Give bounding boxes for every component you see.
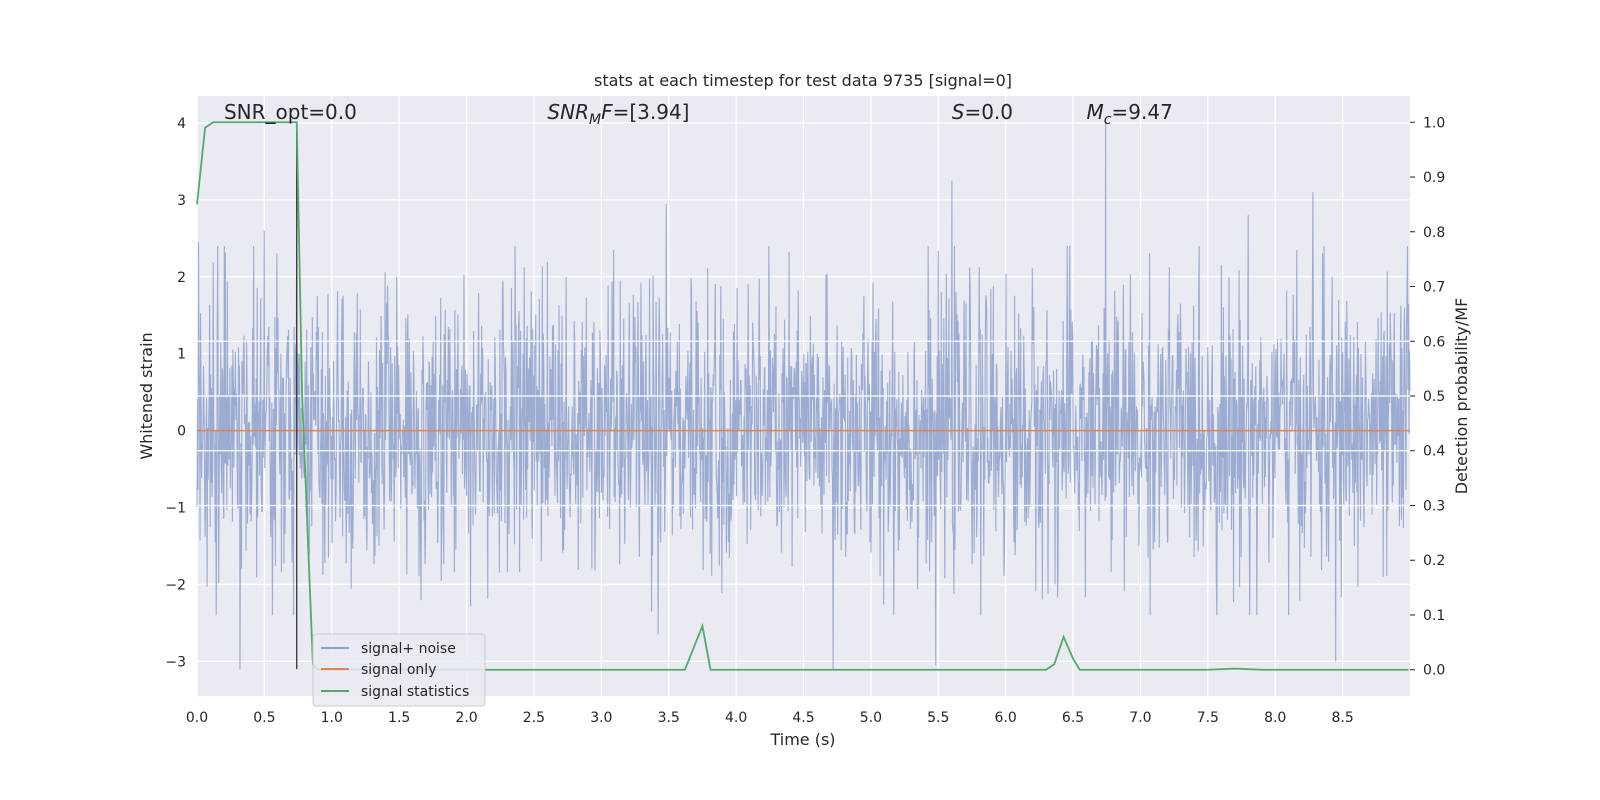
x-tick-label: 1.5 [388,710,410,726]
y-right-tick-label: 0.0 [1423,663,1445,679]
x-tick-label: 7.5 [1197,710,1219,726]
y-tick-label: −2 [165,577,186,593]
ticks: 0.0 0.5 1.0 1.5 2.0 2.5 3.0 3.5 4.0 4.5 5.0 5.5 6.0 6… [165,115,1445,726]
x-tick-label: 8.0 [1264,710,1286,726]
y-right-tick-label: 0.9 [1423,170,1445,186]
y-right-tick-label: 0.8 [1423,225,1445,241]
legend-label-signal-noise: signal+ noise [361,641,456,657]
y-tick-label: 1 [177,347,186,363]
reference-hlines [197,340,1410,507]
x-tick-label: 6.5 [1062,710,1084,726]
legend-box [312,633,486,707]
x-tick-label: 8.5 [1331,710,1353,726]
x-tick-label: 2.0 [455,710,477,726]
y-tick-label: 0 [177,424,186,440]
y-tick-label: 3 [177,193,186,209]
y-right-tick-label: 0.2 [1423,553,1445,569]
x-tick-label: 3.5 [658,710,680,726]
y-tick-label: −3 [165,654,186,670]
x-tick-label: 3.0 [590,710,612,726]
x-tick-label: 5.0 [860,710,882,726]
y-axis-label: Whitened strain [137,332,156,459]
y-axis-right-label: Detection probability/MF [1452,298,1471,495]
y-right-tick-label: 0.4 [1423,444,1445,460]
annotation-text: SNRMF=[3.94] [547,100,689,128]
annotation-text: Mc=9.47 [1087,100,1173,128]
y-tick-label: 2 [177,270,186,286]
y-right-tick-label: 0.5 [1423,389,1445,405]
legend: signal+ noise signal only signal statist… [312,633,486,707]
y-tick-label: 4 [177,116,186,132]
annotation-text: SNR_opt=0.0 [224,100,357,124]
x-tick-label: 2.5 [523,710,545,726]
series-line-signal-noise [196,119,1411,670]
annotations: SNR_opt=0.0 SNRMF=[3.94] S=0.0 Mc=9.47 [224,100,1173,128]
series-signal-statistics [196,121,1409,671]
x-tick-label: 0.0 [186,710,208,726]
x-tick-label: 6.0 [995,710,1017,726]
y-right-tick-label: 1.0 [1423,115,1445,131]
legend-label-signal-only: signal only [361,662,436,678]
x-tick-label: 5.5 [927,710,949,726]
x-tick-label: 7.0 [1129,710,1151,726]
x-tick-label: 4.5 [792,710,814,726]
annotation-text: S=0.0 [952,100,1013,124]
y-right-tick-label: 0.1 [1423,608,1445,624]
series-line-signal-statistics [196,121,1409,671]
x-tick-label: 0.5 [253,710,275,726]
x-tick-label: 1.0 [321,710,343,726]
y-right-tick-label: 0.3 [1423,498,1445,514]
chart-title: stats at each timestep for test data 973… [594,71,1012,90]
x-tick-label: 4.0 [725,710,747,726]
y-right-tick-label: 0.6 [1423,334,1445,350]
series-signal-noise [196,119,1411,670]
y-right-tick-label: 0.7 [1423,280,1445,296]
x-axis-label: Time (s) [769,730,835,749]
y-tick-label: −1 [165,501,186,517]
legend-label-signal-statistics: signal statistics [361,684,469,700]
